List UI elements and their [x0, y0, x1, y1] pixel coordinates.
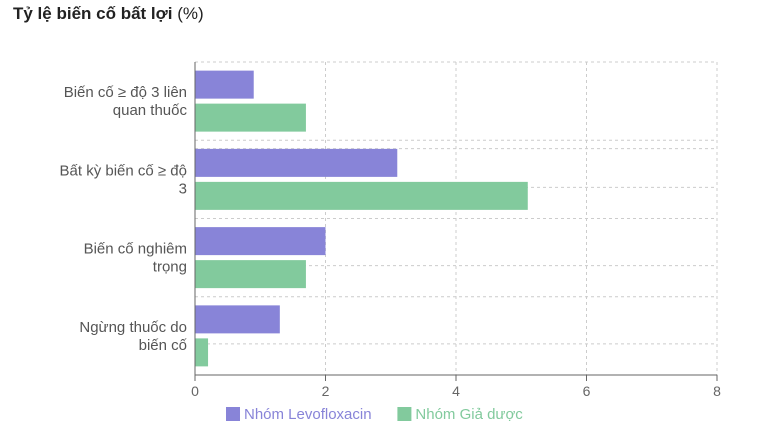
category-label: biến cố [139, 337, 188, 354]
bar-placebo [195, 181, 528, 210]
x-tick-label: 8 [713, 383, 721, 399]
chart-title-unit: (%) [177, 4, 204, 23]
category-label: Biến cố nghiêm [84, 241, 187, 258]
category-label: trọng [153, 259, 187, 276]
x-tick-label: 4 [452, 383, 460, 399]
chart-title-text: Tỷ lệ biến cố bất lợi [13, 4, 173, 23]
category-label: Bất kỳ biến cố ≥ độ [60, 162, 187, 179]
legend-swatch [397, 407, 412, 421]
category-label: Ngừng thuốc do [79, 319, 187, 336]
bar-placebo [195, 103, 306, 132]
category-label: Biến cố ≥ độ 3 liên [64, 84, 187, 101]
bar-levofloxacin [195, 227, 326, 256]
legend-label: Nhóm Giả dược [415, 406, 523, 423]
bar-placebo [195, 338, 209, 367]
bar-placebo [195, 260, 306, 289]
x-tick-label: 2 [322, 383, 330, 399]
bar-levofloxacin [195, 148, 398, 177]
category-label: 3 [179, 180, 187, 197]
legend-swatch [226, 407, 240, 421]
category-label: quan thuốc [113, 102, 188, 119]
bar-levofloxacin [195, 70, 254, 99]
x-tick-label: 6 [583, 383, 591, 399]
legend-label: Nhóm Levofloxacin [244, 406, 372, 423]
bar-levofloxacin [195, 305, 280, 334]
chart-title: Tỷ lệ biến cố bất lợi (%) [13, 4, 204, 24]
x-tick-label: 0 [191, 383, 199, 399]
